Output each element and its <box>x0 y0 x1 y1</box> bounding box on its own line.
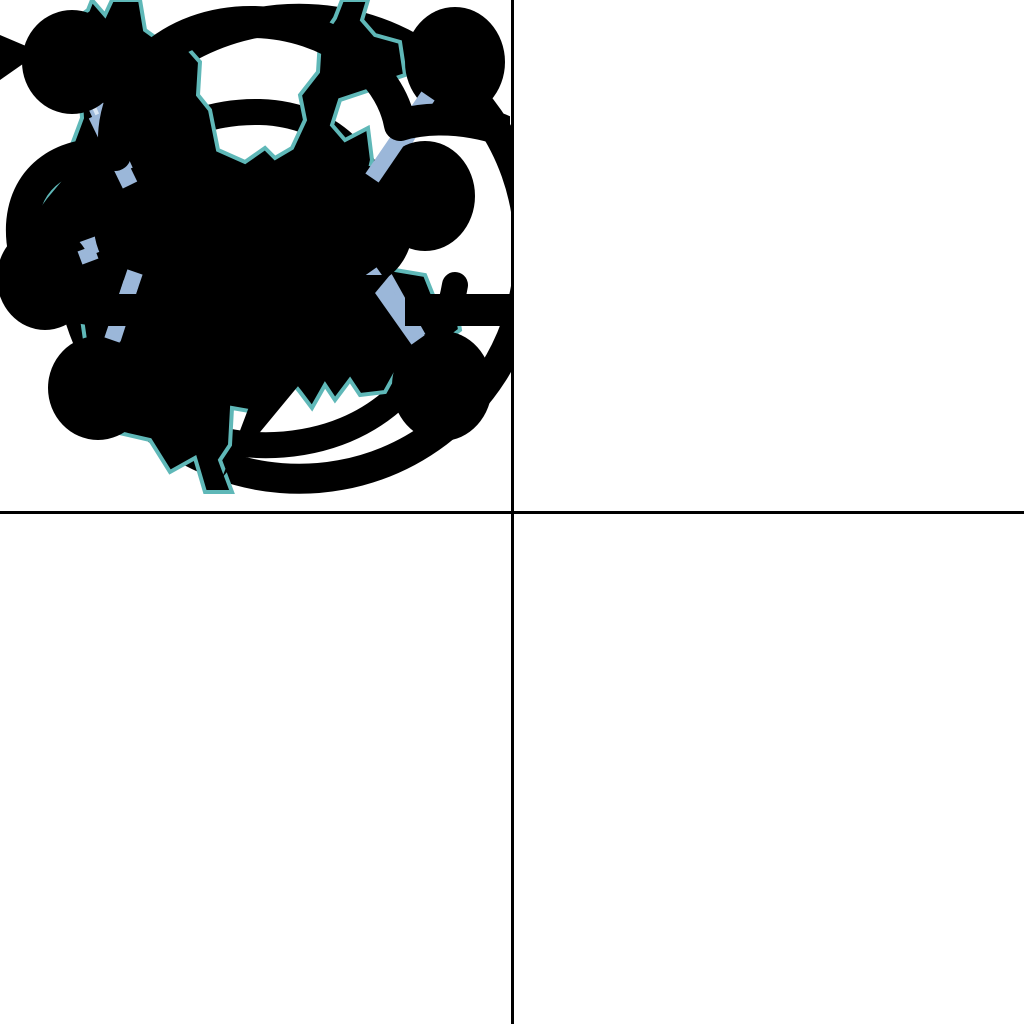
bond-left-visible <box>77 245 99 265</box>
atom-c-left <box>94 164 210 288</box>
cloud-outline <box>5 5 510 326</box>
corner-arrow-fragment <box>0 35 40 80</box>
atom-h-top-left <box>22 10 122 114</box>
atom-h-top-right <box>405 7 505 117</box>
atom-h-bottom-left <box>48 336 148 440</box>
thunderstorm-panel <box>0 0 510 510</box>
atom-h-bottom-right <box>392 331 492 441</box>
thunderstorm-cloud-icon <box>5 5 510 478</box>
lightning-bolt-icon <box>175 195 390 478</box>
horizontal-divider <box>0 511 1024 514</box>
